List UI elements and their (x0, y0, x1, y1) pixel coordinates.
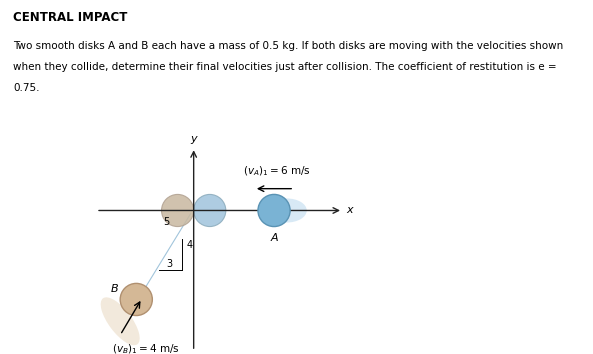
Circle shape (120, 284, 152, 315)
Circle shape (161, 194, 194, 227)
Text: $(v_B)_1 = 4$ m/s: $(v_B)_1 = 4$ m/s (111, 342, 179, 354)
Text: A: A (270, 233, 278, 244)
Text: when they collide, determine their final velocities just after collision. The co: when they collide, determine their final… (13, 62, 557, 72)
Text: 4: 4 (187, 240, 193, 250)
Text: CENTRAL IMPACT: CENTRAL IMPACT (13, 11, 127, 24)
Text: y: y (190, 135, 197, 144)
Text: B: B (111, 284, 118, 294)
Circle shape (194, 194, 226, 227)
Ellipse shape (101, 297, 140, 345)
Text: 0.75.: 0.75. (13, 83, 40, 93)
Text: Two smooth disks A and B each have a mass of 0.5 kg. If both disks are moving wi: Two smooth disks A and B each have a mas… (13, 41, 563, 51)
Text: 5: 5 (163, 217, 169, 227)
Ellipse shape (267, 199, 307, 223)
Circle shape (258, 194, 290, 227)
Text: x: x (346, 205, 352, 216)
Text: 3: 3 (167, 259, 173, 269)
Text: $(v_A)_1 = 6$ m/s: $(v_A)_1 = 6$ m/s (243, 165, 311, 178)
